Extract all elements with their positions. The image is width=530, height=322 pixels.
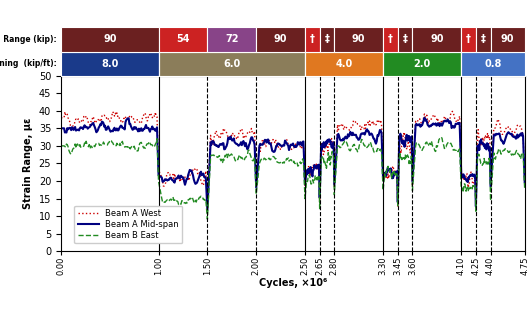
Bar	[383, 27, 398, 52]
Beam B East	[268, 156, 275, 160]
Bar	[61, 27, 158, 52]
Text: ‡: ‡	[403, 34, 408, 44]
Legend: Beam A West, Beam A Mid-span, Beam B East: Beam A West, Beam A Mid-span, Beam B Eas…	[74, 206, 182, 243]
Text: ‡: ‡	[481, 34, 485, 44]
Bar	[158, 27, 207, 52]
Beam A West	[268, 140, 274, 144]
Beam B East	[522, 188, 528, 192]
Text: †: †	[388, 34, 393, 44]
Beam A Mid-span	[522, 180, 528, 184]
Beam B East	[163, 199, 170, 203]
Bar	[305, 27, 320, 52]
Bar	[383, 52, 461, 76]
X-axis label: Cycles, ×10⁶: Cycles, ×10⁶	[259, 278, 327, 288]
Bar	[334, 27, 383, 52]
Text: 90: 90	[352, 34, 366, 44]
Beam A West	[376, 121, 382, 125]
Text: 90: 90	[501, 34, 514, 44]
Line: Beam A Mid-span: Beam A Mid-span	[61, 118, 525, 210]
Text: †: †	[466, 34, 471, 44]
Text: 4.0: 4.0	[335, 59, 352, 69]
Beam A West	[522, 181, 528, 185]
Beam A Mid-span	[421, 116, 428, 120]
Beam B East	[478, 161, 484, 165]
Text: Post-tensioning  (kip/ft):: Post-tensioning (kip/ft):	[0, 59, 56, 68]
Text: 90: 90	[430, 34, 444, 44]
Bar	[305, 52, 383, 76]
Line: Beam A West: Beam A West	[61, 111, 525, 208]
Bar	[207, 27, 256, 52]
Beam A Mid-span	[58, 127, 64, 130]
Y-axis label: Strain Range, με: Strain Range, με	[23, 118, 33, 209]
Bar	[61, 52, 158, 76]
Beam A West	[396, 159, 402, 163]
Beam B East	[240, 157, 246, 161]
Text: Loading Range (kip):: Loading Range (kip):	[0, 35, 56, 44]
Bar	[476, 27, 491, 52]
Beam A West	[478, 144, 484, 148]
Beam A Mid-span	[268, 145, 275, 149]
Bar	[320, 27, 334, 52]
Beam B East	[377, 147, 383, 151]
Beam B East	[204, 217, 210, 221]
Beam A Mid-span	[377, 128, 383, 132]
Beam A West	[473, 206, 479, 210]
Beam A Mid-span	[396, 137, 402, 141]
Text: 90: 90	[274, 34, 287, 44]
Beam A Mid-span	[240, 139, 246, 143]
Text: 90: 90	[103, 34, 117, 44]
Bar	[461, 52, 525, 76]
Text: 8.0: 8.0	[101, 59, 118, 69]
Beam B East	[396, 155, 402, 158]
Bar	[461, 27, 476, 52]
Text: ‡: ‡	[324, 34, 330, 44]
Text: 72: 72	[225, 34, 238, 44]
Text: 2.0: 2.0	[413, 59, 431, 69]
Beam A Mid-span	[163, 178, 170, 182]
Beam A Mid-span	[478, 141, 484, 145]
Text: 54: 54	[176, 34, 190, 44]
Beam A Mid-span	[204, 208, 210, 212]
Beam B East	[58, 144, 64, 148]
Beam A West	[240, 130, 246, 134]
Text: †: †	[310, 34, 315, 44]
Bar	[412, 27, 461, 52]
Beam A West	[449, 109, 456, 113]
Beam A West	[163, 174, 170, 177]
Text: 6.0: 6.0	[223, 59, 241, 69]
Beam B East	[438, 135, 445, 139]
Beam A West	[58, 116, 64, 120]
Bar	[398, 27, 412, 52]
Bar	[256, 27, 305, 52]
Line: Beam B East: Beam B East	[61, 137, 525, 219]
Bar	[158, 52, 305, 76]
Text: 0.8: 0.8	[484, 59, 502, 69]
Bar	[491, 27, 525, 52]
